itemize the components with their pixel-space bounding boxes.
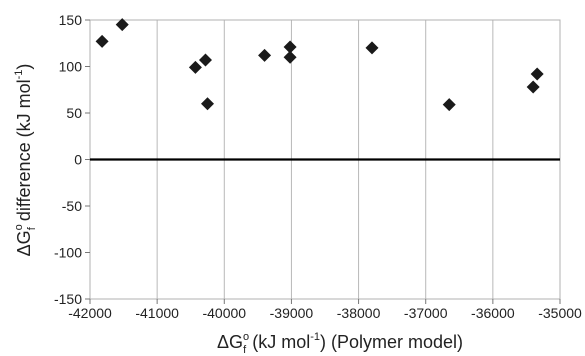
x-title-sup: o <box>243 331 249 343</box>
y-axis-title: ΔGofdifference(kJ mol-1) <box>13 64 38 257</box>
y-tick-label: -50 <box>62 198 82 214</box>
x-title-sub: f <box>243 344 247 356</box>
y-tick-label: 0 <box>74 152 82 168</box>
y-tick-label: 50 <box>66 105 82 121</box>
y-tick-label: 100 <box>59 59 83 75</box>
y-title-sub: f <box>26 226 38 230</box>
y-tick-labels: -150 -100 -50 0 50 100 150 <box>54 12 90 307</box>
y-tick-label: -100 <box>54 245 82 261</box>
data-point-diamond <box>283 40 297 54</box>
y-title-sup: o <box>13 224 25 230</box>
data-point-diamond <box>283 50 297 64</box>
data-point-diamond <box>442 98 456 112</box>
x-tick-labels: -42000 -41000 -40000 -39000 -38000 -37000 -360… <box>68 299 582 321</box>
data-point-diamond <box>526 80 540 94</box>
data-point-diamond <box>530 67 544 81</box>
x-tick-label: -37000 <box>404 305 448 321</box>
x-axis-title: ΔGo f (kJ mol-1) (Polymer model) <box>217 331 463 356</box>
data-point-diamond <box>365 41 379 55</box>
data-point-diamond <box>95 34 109 48</box>
x-tick-label: -35000 <box>538 305 582 321</box>
x-tick-label: -42000 <box>68 305 112 321</box>
x-tick-label: -41000 <box>135 305 179 321</box>
y-tick-label: -150 <box>54 291 82 307</box>
data-point-diamond <box>188 60 202 74</box>
y-tick-label: 150 <box>59 12 83 28</box>
x-tick-label: -38000 <box>337 305 381 321</box>
data-point-diamond <box>198 53 212 67</box>
data-point-diamond <box>115 18 129 32</box>
x-tick-label: -36000 <box>471 305 515 321</box>
data-point-diamond <box>258 48 272 62</box>
x-tick-label: -40000 <box>202 305 246 321</box>
data-point-diamond <box>201 97 214 111</box>
data-points <box>95 18 544 112</box>
x-tick-label: -39000 <box>270 305 314 321</box>
